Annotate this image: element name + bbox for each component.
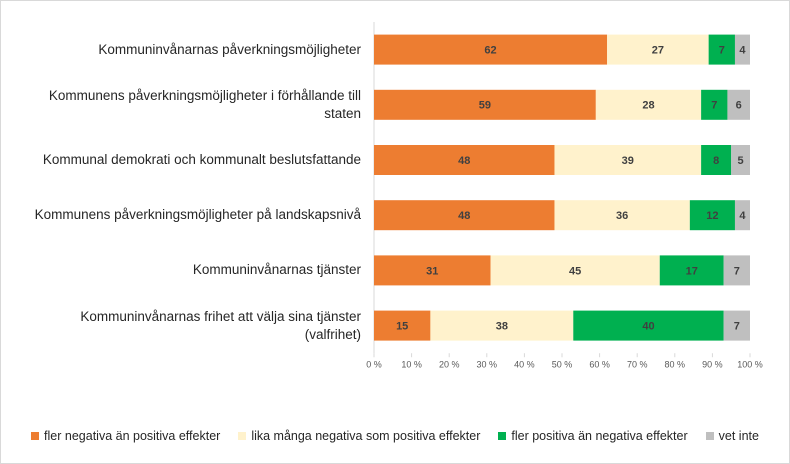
x-tick-label: 60 % — [589, 360, 610, 370]
legend-label: vet inte — [718, 429, 759, 443]
legend-swatch — [31, 432, 40, 440]
value-label: 6 — [736, 100, 742, 112]
value-label: 59 — [479, 100, 491, 112]
bar-segment — [708, 34, 735, 65]
value-label: 8 — [713, 155, 719, 167]
bar-segment — [374, 200, 555, 231]
bar-segment — [734, 34, 750, 65]
legend-item: lika många negativa som positiva effekte… — [238, 429, 480, 443]
legend-swatch — [238, 432, 247, 440]
value-label: 4 — [739, 45, 746, 57]
category-label: Kommunens påverkningsmöjligheter på land… — [34, 207, 361, 223]
value-label: 7 — [734, 265, 740, 277]
bar-segment — [374, 34, 608, 65]
bar-segment — [374, 310, 431, 341]
bar-segment — [554, 200, 690, 231]
value-label: 7 — [711, 100, 717, 112]
bar-segment — [554, 145, 702, 175]
bar-segment — [374, 145, 555, 175]
bar-segment — [727, 89, 750, 120]
value-label: 38 — [496, 321, 508, 333]
bar-segment — [723, 255, 750, 286]
legend-label: fler negativa än positiva effekter — [44, 429, 221, 443]
value-label: 36 — [616, 210, 628, 222]
value-label: 45 — [569, 265, 581, 277]
value-label: 39 — [622, 155, 634, 167]
category-label: Kommuninvånarnas frihet att välja sina t… — [80, 308, 361, 342]
bar-segment — [573, 310, 724, 341]
value-label: 28 — [642, 100, 654, 112]
bar-segment — [734, 200, 750, 231]
bar-segment — [490, 255, 660, 286]
bar-segment — [723, 310, 750, 341]
legend-swatch — [705, 432, 714, 440]
value-label: 27 — [652, 45, 664, 57]
value-label: 5 — [738, 155, 744, 167]
x-tick-label: 80 % — [665, 360, 686, 370]
category-label: Kommuninvånarnas påverkningsmöjligheter — [98, 41, 361, 57]
x-tick-label: 100 % — [737, 360, 763, 370]
bar-segment — [430, 310, 574, 341]
value-label: 48 — [458, 210, 470, 222]
value-label: 15 — [396, 321, 408, 333]
bar-segment — [731, 145, 750, 175]
bar-segment — [659, 255, 724, 286]
value-label: 40 — [642, 321, 654, 333]
legend-swatch — [498, 432, 507, 440]
value-label: 48 — [458, 155, 470, 167]
category-label: Kommunens påverkningsmöjligheter i förhå… — [48, 87, 361, 121]
x-tick-label: 0 % — [366, 360, 382, 370]
bar-segment — [607, 34, 709, 65]
x-tick-label: 50 % — [552, 360, 573, 370]
value-label: 7 — [734, 321, 740, 333]
category-label: Kommunal demokrati och kommunalt besluts… — [42, 152, 361, 167]
x-tick-label: 70 % — [627, 360, 648, 370]
x-tick-label: 40 % — [514, 360, 535, 370]
x-tick-label: 10 % — [401, 360, 422, 370]
value-label: 62 — [484, 45, 496, 57]
bar-segment — [701, 145, 732, 175]
legend: fler negativa än positiva effekter lika m… — [1, 429, 789, 443]
value-label: 4 — [739, 210, 746, 222]
value-label: 17 — [686, 265, 698, 277]
value-label: 7 — [719, 45, 725, 57]
bar-segment — [374, 255, 491, 286]
value-label: 31 — [426, 265, 438, 277]
legend-item: fler positiva än negativa effekter — [498, 429, 688, 443]
legend-label: lika många negativa som positiva effekte… — [251, 429, 481, 443]
x-tick-label: 30 % — [477, 360, 498, 370]
value-label: 12 — [706, 210, 718, 222]
bar-segment — [595, 89, 702, 120]
legend-item: vet inte — [705, 429, 759, 443]
legend-item: fler negativa än positiva effekter — [31, 429, 220, 443]
bar-segment — [374, 89, 596, 120]
x-tick-label: 20 % — [439, 360, 460, 370]
x-tick-label: 90 % — [702, 360, 723, 370]
bar-segment — [701, 89, 728, 120]
category-label: Kommuninvånarnas tjänster — [192, 262, 361, 278]
bar-segment — [689, 200, 735, 231]
legend-label: fler positiva än negativa effekter — [511, 429, 688, 443]
